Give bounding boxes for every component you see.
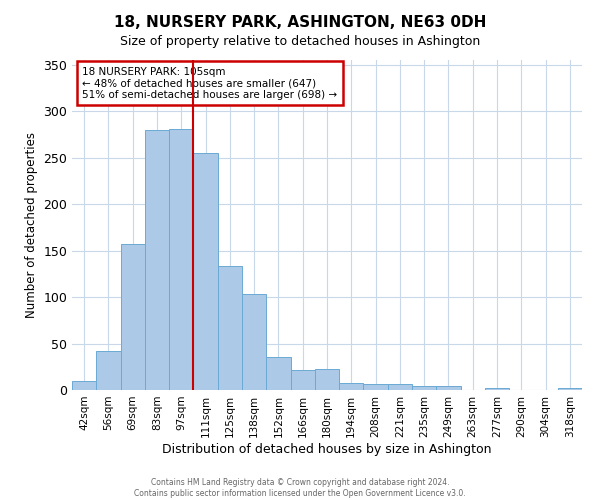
Bar [315,368,339,390]
Bar [412,386,436,390]
Bar [364,384,388,390]
Bar [290,370,315,390]
Bar [145,130,169,390]
Text: Size of property relative to detached houses in Ashington: Size of property relative to detached ho… [120,35,480,48]
Bar [388,384,412,390]
Bar [266,358,290,390]
Bar [339,384,364,390]
Bar [558,388,582,390]
Bar [169,129,193,390]
Bar [436,386,461,390]
Bar [218,266,242,390]
Y-axis label: Number of detached properties: Number of detached properties [25,132,38,318]
Bar [485,388,509,390]
Bar [193,153,218,390]
Text: 18, NURSERY PARK, ASHINGTON, NE63 0DH: 18, NURSERY PARK, ASHINGTON, NE63 0DH [114,15,486,30]
Text: 18 NURSERY PARK: 105sqm
← 48% of detached houses are smaller (647)
51% of semi-d: 18 NURSERY PARK: 105sqm ← 48% of detache… [82,66,337,100]
Bar [121,244,145,390]
Bar [96,351,121,390]
X-axis label: Distribution of detached houses by size in Ashington: Distribution of detached houses by size … [162,442,492,456]
Bar [72,380,96,390]
Bar [242,294,266,390]
Text: Contains HM Land Registry data © Crown copyright and database right 2024.
Contai: Contains HM Land Registry data © Crown c… [134,478,466,498]
